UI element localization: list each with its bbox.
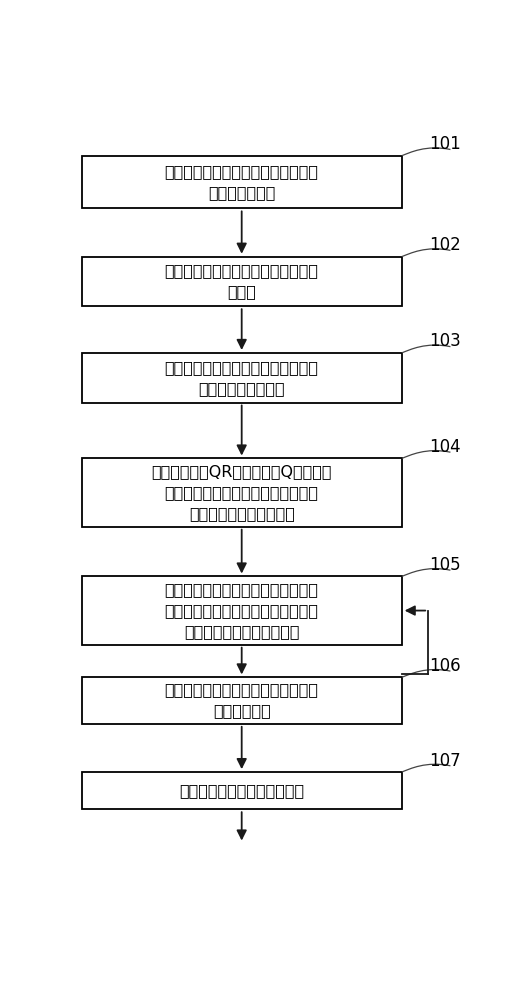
- Bar: [82, 772, 402, 809]
- Text: 接收经过非正交多脉冲调制的多个用
户叠加信号波形: 接收经过非正交多脉冲调制的多个用 户叠加信号波形: [165, 164, 319, 200]
- Text: 105: 105: [429, 556, 461, 574]
- Text: 102: 102: [429, 236, 461, 254]
- Bar: [82, 156, 402, 208]
- Text: 建立接收信号在扩展信号空间的伪线
性模型: 建立接收信号在扩展信号空间的伪线 性模型: [165, 263, 319, 299]
- Text: 对检测后的信号进行择大判决: 对检测后的信号进行择大判决: [179, 783, 304, 798]
- Text: 各用户内通过解相关矩阵求逆运算进
行非相干检测: 各用户内通过解相关矩阵求逆运算进 行非相干检测: [165, 683, 319, 719]
- Text: 将接收信号通过一组与各个信号波形
相匹配的匹配滤波器: 将接收信号通过一组与各个信号波形 相匹配的匹配滤波器: [165, 360, 319, 396]
- Text: 101: 101: [429, 135, 461, 153]
- Bar: [82, 257, 402, 306]
- Bar: [82, 353, 402, 403]
- Text: 对相关矩阵作QR分解，并用Q的共轭转
置左乘匹配滤波器的输出，将相关矩
阵转换为上三角矩阵结构: 对相关矩阵作QR分解，并用Q的共轭转 置左乘匹配滤波器的输出，将相关矩 阵转换为…: [152, 464, 332, 521]
- Text: 107: 107: [429, 752, 461, 770]
- Bar: [82, 576, 402, 645]
- Bar: [82, 458, 402, 527]
- Text: 104: 104: [429, 438, 461, 456]
- Bar: [82, 677, 402, 724]
- Text: 对矩阵按用户进行分块处理，各用户
间通过反馈已判决用户的信息进行干
扰抵消，用以消除多址干扰: 对矩阵按用户进行分块处理，各用户 间通过反馈已判决用户的信息进行干 扰抵消，用以…: [165, 582, 319, 639]
- Text: 106: 106: [429, 657, 461, 675]
- Text: 103: 103: [429, 332, 461, 350]
